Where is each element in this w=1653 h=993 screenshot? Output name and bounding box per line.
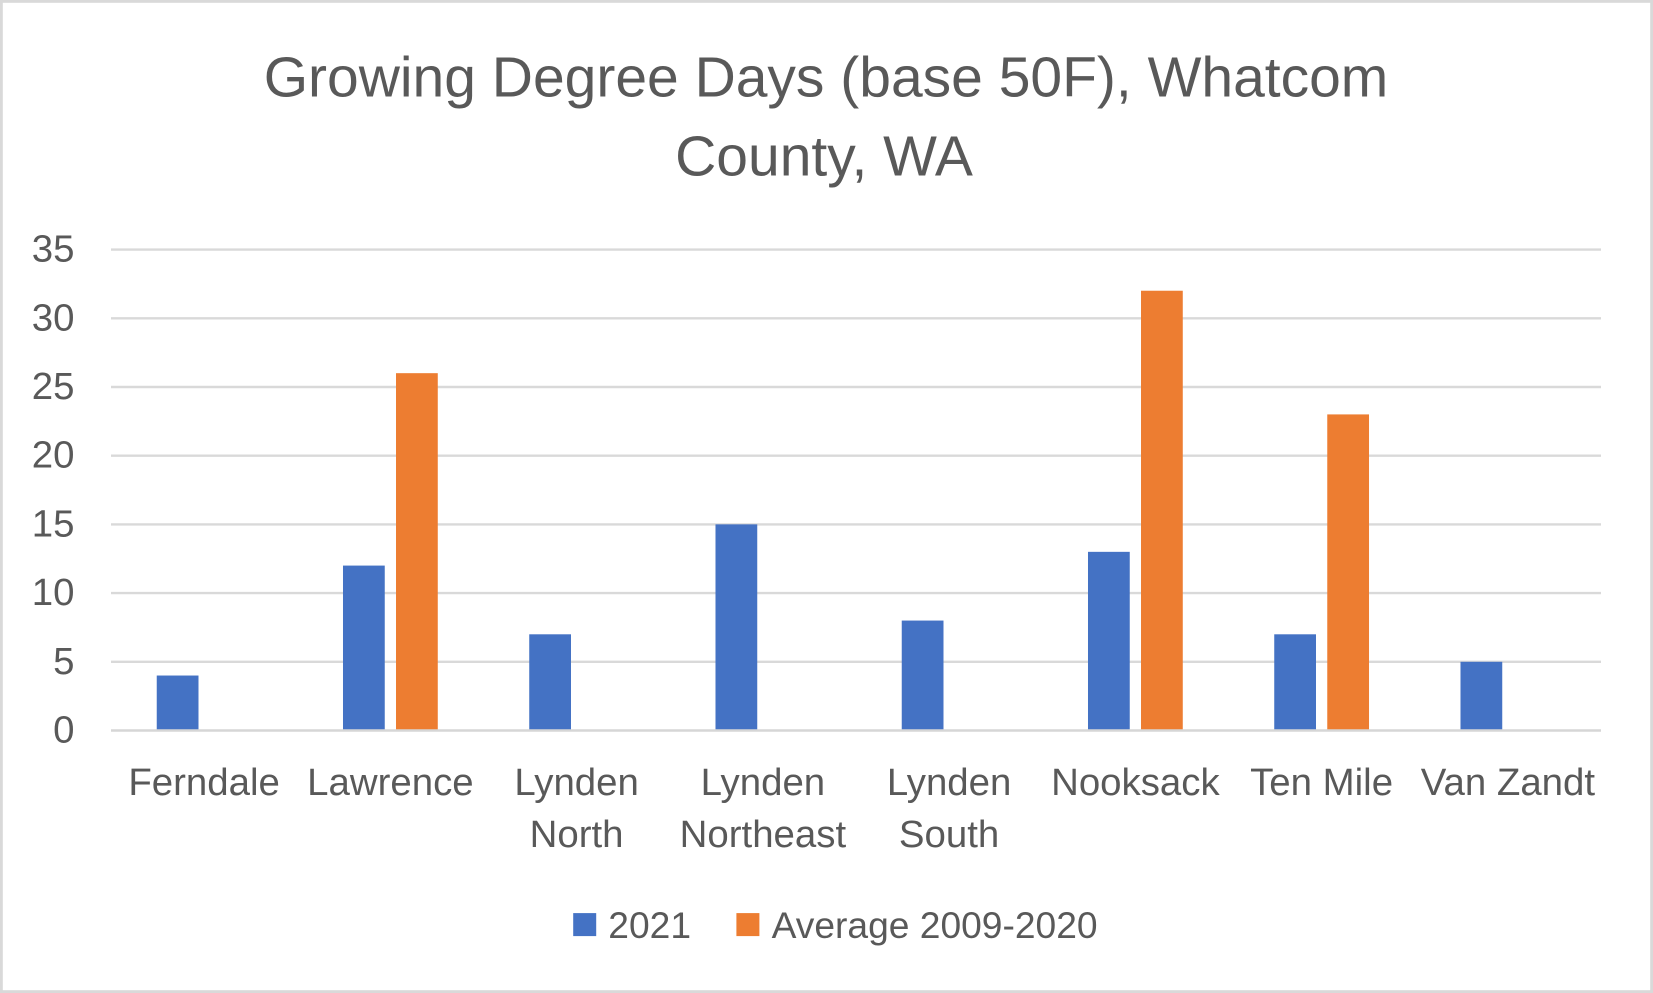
svg-text:Ferndale: Ferndale	[128, 761, 280, 804]
svg-text:Average 2009-2020: Average 2009-2020	[772, 904, 1098, 946]
svg-text:20: 20	[32, 434, 75, 477]
svg-text:Lynden: Lynden	[514, 761, 639, 804]
svg-text:County, WA: County, WA	[675, 124, 973, 188]
svg-text:Northeast: Northeast	[680, 813, 847, 856]
svg-text:Nooksack: Nooksack	[1051, 761, 1220, 804]
svg-text:Lawrence: Lawrence	[307, 761, 473, 804]
svg-text:25: 25	[32, 365, 75, 408]
svg-text:South: South	[899, 813, 999, 856]
svg-text:35: 35	[32, 228, 75, 271]
svg-text:Lynden: Lynden	[701, 761, 826, 804]
svg-text:Van Zandt: Van Zandt	[1421, 761, 1596, 804]
svg-text:Growing Degree Days (base 50F): Growing Degree Days (base 50F), Whatcom	[264, 46, 1389, 110]
svg-text:Lynden: Lynden	[887, 761, 1012, 804]
svg-text:North: North	[530, 813, 624, 856]
svg-text:0: 0	[53, 709, 74, 752]
svg-text:30: 30	[32, 296, 75, 339]
svg-text:15: 15	[32, 502, 75, 545]
svg-text:10: 10	[32, 571, 75, 614]
svg-text:2021: 2021	[608, 904, 691, 946]
svg-text:Ten Mile: Ten Mile	[1250, 761, 1393, 804]
svg-text:5: 5	[53, 640, 74, 683]
